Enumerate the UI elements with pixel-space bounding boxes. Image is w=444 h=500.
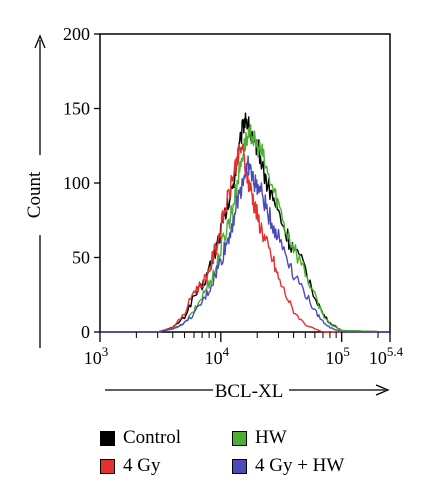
series-line-0: [100, 112, 391, 333]
x-tick-label: 104: [205, 344, 230, 368]
y-axis-arrowhead: [34, 34, 46, 49]
chart-svg: 0 50 100 150 200 103 104 105 105.4 Count BCL-XL: [24, 24, 404, 402]
x-tick-label: 105: [325, 344, 350, 368]
x-axis: 103 104 105 105.4: [84, 332, 404, 368]
legend-label: 4 Gy + HW: [255, 455, 345, 476]
y-tick-label: 0: [81, 322, 90, 342]
y-axis-label: Count: [24, 171, 45, 218]
legend-swatch: [232, 430, 247, 446]
legend-label: 4 Gy: [123, 455, 161, 476]
plot-frame: [99, 33, 391, 333]
y-tick-label: 50: [72, 248, 90, 268]
x-axis-arrowhead: [375, 384, 390, 396]
series-line-2: [100, 143, 390, 333]
legend-item: 4 Gy: [100, 455, 160, 477]
legend-item: Control: [100, 427, 181, 449]
legend-swatch: [100, 430, 115, 446]
y-tick-label: 150: [63, 99, 90, 119]
x-tick-label: 105.4: [369, 344, 404, 368]
legend-label: HW: [255, 427, 287, 448]
series-line-3: [100, 155, 390, 333]
y-tick-label: 100: [63, 173, 90, 193]
y-tick-label: 200: [63, 24, 90, 44]
legend-label: Control: [123, 427, 182, 448]
y-axis: 0 50 100 150 200: [63, 24, 100, 342]
x-axis-label: BCL-XL: [215, 381, 284, 402]
legend-item: HW: [232, 427, 287, 449]
x-tick-label: 103: [84, 344, 109, 368]
series-group: [100, 112, 391, 333]
legend-swatch: [232, 458, 247, 474]
legend-item: 4 Gy + HW: [232, 455, 344, 477]
legend-swatch: [100, 458, 115, 474]
